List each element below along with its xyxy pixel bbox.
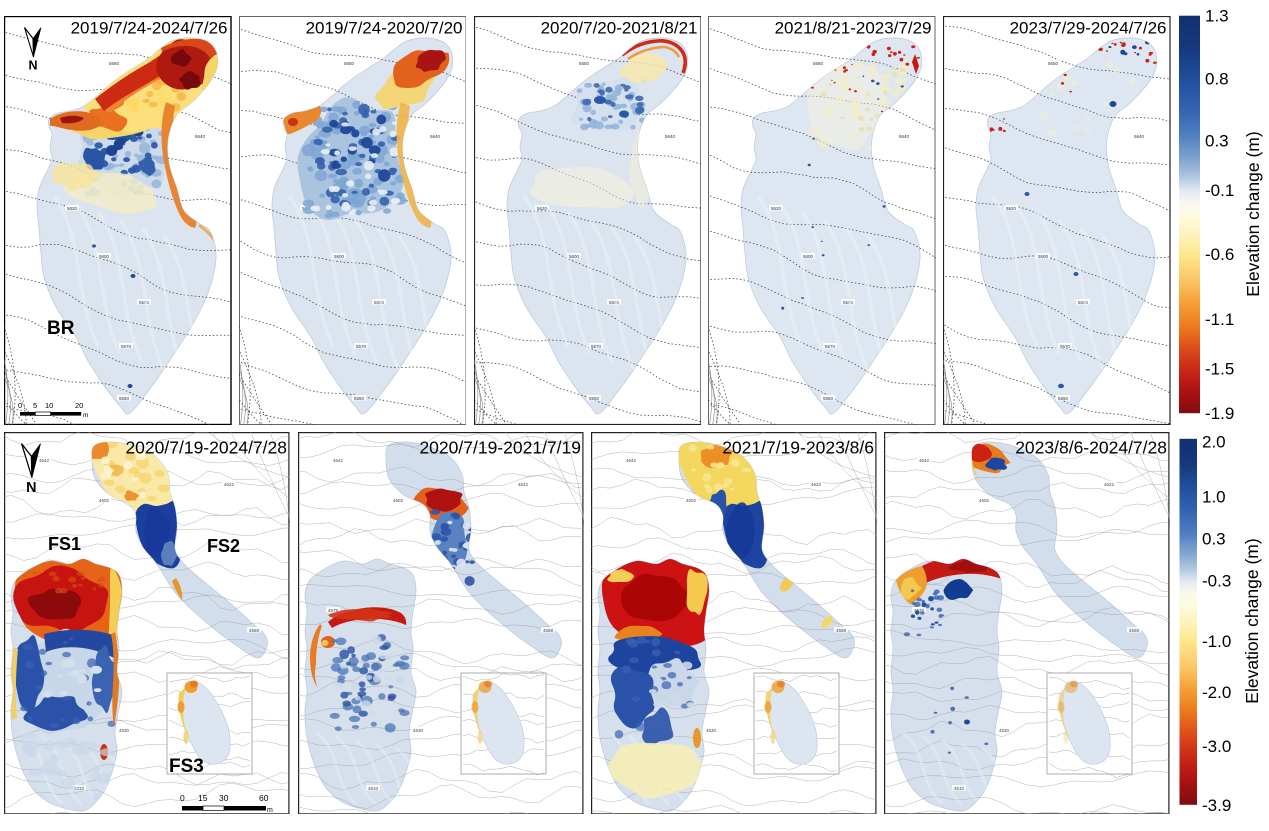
svg-text:-3.9: -3.9: [1202, 796, 1231, 815]
svg-text:2021/8/21-2023/7/29: 2021/8/21-2023/7/29: [775, 18, 932, 37]
svg-text:4510: 4510: [954, 785, 965, 790]
svg-text:FS3: FS3: [169, 756, 204, 777]
svg-text:5: 5: [33, 401, 37, 410]
svg-text:5620: 5620: [771, 205, 782, 210]
svg-text:4602: 4602: [686, 497, 697, 502]
svg-text:1.0: 1.0: [1202, 488, 1226, 507]
svg-text:4530: 4530: [413, 727, 424, 732]
svg-text:4578: 4578: [328, 607, 339, 612]
svg-text:FS2: FS2: [207, 536, 240, 556]
svg-text:4642: 4642: [919, 457, 930, 462]
svg-text:4602: 4602: [979, 497, 990, 502]
svg-text:0: 0: [180, 793, 185, 803]
svg-text:5550: 5550: [823, 395, 834, 400]
svg-text:4530: 4530: [706, 727, 717, 732]
svg-text:-0.1: -0.1: [1205, 181, 1234, 200]
svg-text:2.0: 2.0: [1202, 433, 1226, 452]
svg-text:4578: 4578: [914, 607, 925, 612]
svg-text:4622: 4622: [1104, 481, 1115, 486]
svg-text:Elevation change (m): Elevation change (m): [1242, 538, 1262, 703]
svg-text:4642: 4642: [39, 457, 50, 462]
svg-text:2023/8/6-2024/7/28: 2023/8/6-2024/7/28: [1015, 437, 1167, 457]
svg-text:5650: 5650: [109, 60, 120, 65]
svg-text:4558: 4558: [836, 627, 847, 632]
svg-text:5620: 5620: [536, 205, 547, 210]
svg-text:5550: 5550: [1058, 395, 1069, 400]
svg-text:2023/7/29-2024/7/26: 2023/7/29-2024/7/26: [1010, 18, 1167, 37]
svg-text:N: N: [28, 58, 37, 72]
svg-text:4510: 4510: [74, 785, 85, 790]
svg-text:FS1: FS1: [48, 534, 81, 554]
svg-text:5600: 5600: [333, 253, 344, 258]
svg-text:5550: 5550: [119, 395, 130, 400]
svg-text:-0.6: -0.6: [1205, 245, 1234, 264]
svg-text:2020/7/20-2021/8/21: 2020/7/20-2021/8/21: [540, 18, 697, 37]
svg-text:-2.0: -2.0: [1202, 683, 1231, 702]
svg-text:4622: 4622: [224, 481, 235, 486]
svg-text:4558: 4558: [543, 627, 554, 632]
svg-text:5570: 5570: [590, 343, 601, 348]
svg-text:5640: 5640: [429, 133, 440, 138]
svg-text:2021/7/19-2023/8/6: 2021/7/19-2023/8/6: [722, 437, 874, 457]
svg-text:-1.5: -1.5: [1205, 359, 1234, 378]
svg-text:60: 60: [259, 793, 269, 803]
svg-text:-1.9: -1.9: [1205, 404, 1234, 423]
svg-text:m: m: [267, 807, 273, 814]
svg-text:20: 20: [75, 401, 83, 410]
svg-text:BR: BR: [47, 318, 75, 339]
svg-text:2020/7/19-2021/7/19: 2020/7/19-2021/7/19: [419, 437, 581, 457]
svg-text:0.3: 0.3: [1205, 132, 1229, 151]
svg-text:5570: 5570: [1060, 343, 1071, 348]
svg-text:0: 0: [18, 401, 22, 410]
svg-text:5600: 5600: [99, 253, 110, 258]
svg-text:5620: 5620: [1006, 205, 1017, 210]
svg-text:5650: 5650: [578, 60, 589, 65]
svg-text:-1.0: -1.0: [1202, 632, 1231, 651]
svg-text:4602: 4602: [99, 497, 110, 502]
svg-text:5550: 5550: [588, 395, 599, 400]
svg-text:-3.0: -3.0: [1202, 737, 1231, 756]
svg-text:10: 10: [45, 401, 53, 410]
svg-text:2020/7/19-2024/7/28: 2020/7/19-2024/7/28: [125, 437, 287, 457]
svg-text:Elevation change (m): Elevation change (m): [1243, 131, 1263, 296]
svg-text:5640: 5640: [195, 133, 206, 138]
svg-text:5570: 5570: [355, 343, 366, 348]
svg-text:4530: 4530: [999, 727, 1010, 732]
svg-text:5650: 5650: [1048, 60, 1059, 65]
svg-text:5650: 5650: [813, 60, 824, 65]
svg-text:5600: 5600: [1038, 253, 1049, 258]
svg-text:m: m: [83, 412, 88, 419]
svg-text:-0.3: -0.3: [1202, 571, 1231, 590]
svg-text:4642: 4642: [626, 457, 637, 462]
svg-text:5550: 5550: [353, 395, 364, 400]
svg-text:0.8: 0.8: [1205, 70, 1229, 89]
svg-text:2019/7/24-2024/7/26: 2019/7/24-2024/7/26: [71, 18, 228, 37]
svg-text:-1.1: -1.1: [1205, 310, 1234, 329]
svg-text:5620: 5620: [67, 205, 78, 210]
svg-text:5640: 5640: [899, 133, 910, 138]
svg-text:4602: 4602: [393, 497, 404, 502]
svg-text:5650: 5650: [343, 60, 354, 65]
svg-text:4622: 4622: [518, 481, 529, 486]
svg-text:1.3: 1.3: [1205, 7, 1229, 26]
svg-text:5570: 5570: [121, 343, 132, 348]
svg-text:30: 30: [219, 793, 229, 803]
svg-text:0.3: 0.3: [1202, 529, 1226, 548]
svg-text:N: N: [26, 479, 36, 495]
svg-text:15: 15: [198, 793, 208, 803]
svg-text:5570: 5570: [825, 343, 836, 348]
svg-text:2019/7/24-2020/7/20: 2019/7/24-2020/7/20: [305, 18, 462, 37]
svg-text:4622: 4622: [811, 481, 822, 486]
svg-text:5640: 5640: [1134, 133, 1145, 138]
svg-text:4558: 4558: [1129, 627, 1140, 632]
svg-text:4558: 4558: [249, 627, 260, 632]
svg-text:5600: 5600: [803, 253, 814, 258]
svg-text:5600: 5600: [568, 253, 579, 258]
svg-text:4642: 4642: [333, 457, 344, 462]
svg-text:4530: 4530: [119, 727, 130, 732]
svg-text:4510: 4510: [368, 785, 379, 790]
svg-text:5640: 5640: [664, 133, 675, 138]
